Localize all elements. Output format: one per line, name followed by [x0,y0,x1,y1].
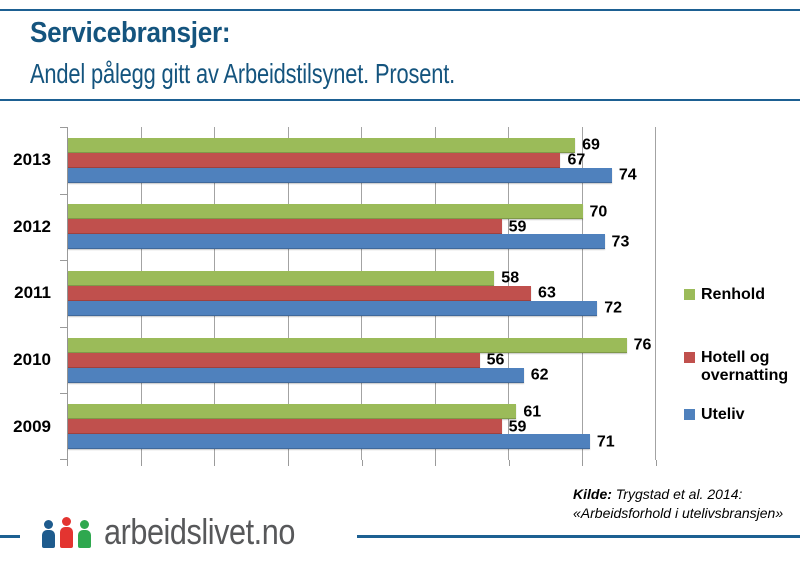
bar-2013-uteliv: 74 [68,167,637,183]
value-label: 70 [589,203,608,221]
bar-2011-renhold: 58 [68,270,519,286]
y-axis-tick [60,127,67,128]
legend-swatch [684,409,695,420]
y-axis-tick [60,327,67,328]
bar-2010-hotell-og-overnatting: 56 [68,352,504,368]
y-axis-labels: 2013 2012 2011 2010 2009 [0,127,67,460]
page-title: Servicebransjer: [30,17,231,49]
value-label: 61 [523,403,542,421]
person-icon-red [59,517,73,548]
x-axis-tick [141,460,142,466]
logo-people-icon [41,514,91,548]
bar-2013-renhold: 69 [68,137,600,153]
y-axis-tick [60,260,67,261]
bar-2010-renhold: 76 [68,337,651,353]
value-label: 56 [486,351,505,369]
x-axis-tick [435,460,436,466]
value-label: 71 [596,433,615,451]
bar-group-2009: 61 59 71 [68,393,656,460]
value-label: 72 [604,299,622,317]
bar-2009-hotell-og-overnatting: 59 [68,419,526,435]
y-axis-tick [60,194,67,195]
bar-group-2010: 76 56 62 [68,327,656,394]
header-bottom-rule [0,99,800,101]
header-top-rule [0,9,800,11]
legend-swatch [684,352,695,363]
value-label: 62 [530,366,549,384]
logo-wordmark: arbeidslivet.no [104,511,295,552]
source-line2: «Arbeidsforhold i utelivsbransjen» [573,505,784,521]
plot-area: 69 67 74 70 59 73 58 63 72 76 56 62 61 59 71 [67,127,656,460]
value-label: 58 [501,269,520,287]
footer-rule-left [0,535,20,538]
y-axis-tick [60,459,67,460]
person-icon-green [77,520,91,548]
gridline-x-70 [581,127,583,460]
x-axis-tick [582,460,583,466]
value-label: 76 [633,336,652,354]
bar-2011-uteliv: 72 [68,300,622,316]
x-axis-tick [509,460,510,466]
legend-item-renhold: Renhold [684,286,800,304]
x-axis-tick [214,460,215,466]
legend-swatch [684,289,695,300]
value-label: 59 [508,418,527,436]
bar-2013-hotell-og-overnatting: 67 [68,152,585,168]
value-label: 59 [508,218,527,236]
bar-2010-uteliv: 62 [68,367,548,383]
legend-item-uteliv: Uteliv [684,406,800,424]
gridline-x-80 [655,127,656,460]
x-axis-tick [288,460,289,466]
value-label: 69 [582,136,600,154]
bar-2009-renhold: 61 [68,404,541,420]
footer-rule-right [357,535,800,538]
bar-2011-hotell-og-overnatting: 63 [68,285,556,301]
bar-group-2013: 69 67 74 [68,127,656,194]
value-label: 73 [611,233,630,251]
legend-label: Renhold [701,286,765,303]
page-subtitle: Andel pålegg gitt av Arbeidstilsynet. Pr… [30,58,456,89]
year-label-2009: 2009 [13,416,51,436]
x-axis-tick [656,460,657,466]
bar-group-2012: 70 59 73 [68,194,656,261]
bar-2012-uteliv: 73 [68,234,629,250]
bar-chart: 2013 2012 2011 2010 2009 69 67 74 70 59 73 58 63 72 7… [0,127,800,466]
bar-group-2011: 58 63 72 [68,260,656,327]
year-label-2011: 2011 [14,283,51,303]
bar-2009-uteliv: 71 [68,434,615,450]
person-icon-blue [41,520,55,548]
legend-item-hotell-og-overnatting: Hotell og overnatting [684,349,800,385]
legend-label: Hotell og overnatting [701,349,789,384]
value-label: 63 [538,284,556,302]
value-label: 74 [618,166,637,184]
year-label-2010: 2010 [13,350,51,370]
y-axis-tick [60,393,67,394]
value-label: 67 [567,151,586,169]
x-axis-tick [362,460,363,466]
bar-2012-renhold: 70 [68,204,607,220]
year-label-2013: 2013 [13,150,51,170]
source-text: Trygstad et al. 2014: [615,486,743,502]
chart-legend: Renhold Hotell og overnatting Uteliv [684,286,800,424]
year-label-2012: 2012 [13,216,51,236]
legend-label: Uteliv [701,406,745,423]
source-label: Kilde: [573,486,612,502]
bar-2012-hotell-og-overnatting: 59 [68,219,526,235]
x-axis-tick [67,460,68,466]
source-citation: Kilde: Trygstad et al. 2014: «Arbeidsfor… [573,485,783,523]
